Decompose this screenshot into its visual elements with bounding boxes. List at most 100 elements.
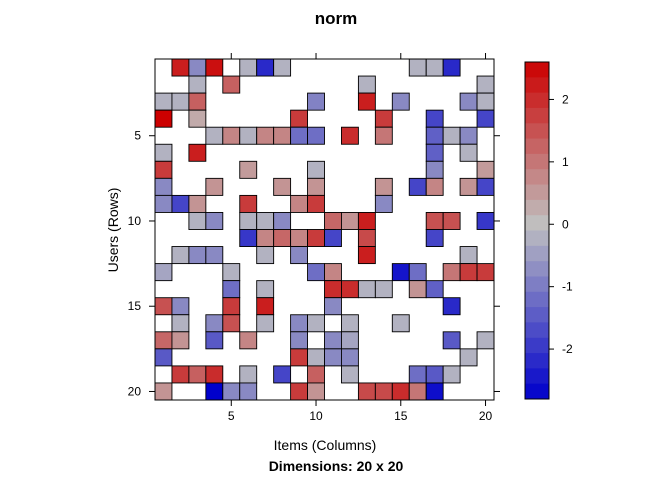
heatmap-cell xyxy=(476,331,495,350)
heatmap-cell xyxy=(256,297,275,316)
heatmap-cell xyxy=(324,263,342,282)
heatmap-cell xyxy=(408,382,427,401)
heatmap-cell xyxy=(425,143,444,162)
heatmap-cell xyxy=(341,211,359,230)
heatmap-cell xyxy=(205,365,224,384)
chart-title: norm xyxy=(315,9,358,28)
heatmap-cell xyxy=(442,331,461,350)
heatmap-cell xyxy=(239,194,258,213)
heatmap-cell xyxy=(290,126,309,145)
heatmap-cell xyxy=(171,365,190,384)
heatmap-cell xyxy=(341,348,359,367)
heatmap-cell xyxy=(273,211,292,230)
heatmap-cell xyxy=(239,365,258,384)
heatmap-cell xyxy=(442,58,461,77)
heatmap-cell xyxy=(425,211,444,230)
heatmap-cell xyxy=(459,246,478,265)
heatmap-cell xyxy=(442,297,461,316)
heatmap-cell xyxy=(222,297,241,316)
heatmap-cell xyxy=(205,382,224,401)
heatmap-cell xyxy=(188,92,207,111)
heatmap-cell xyxy=(290,109,309,128)
heatmap-cell xyxy=(290,314,309,333)
heatmap-cell xyxy=(442,126,461,145)
heatmap-cell xyxy=(205,126,224,145)
heatmap-cell xyxy=(408,365,427,384)
heatmap-cell xyxy=(290,194,309,213)
heatmap-cell xyxy=(425,160,444,179)
heatmap-cell xyxy=(290,348,309,367)
heatmap-cell xyxy=(459,92,478,111)
heatmap-cell xyxy=(205,331,224,350)
colorbar-frame xyxy=(524,61,550,400)
heatmap-cell xyxy=(154,297,173,316)
colorbar-segment xyxy=(525,276,549,293)
colorbar-segment xyxy=(525,230,549,247)
x-tick-label: 5 xyxy=(228,409,235,423)
heatmap-cell xyxy=(341,280,359,299)
heatmap-cell xyxy=(307,365,325,384)
heatmap-cell xyxy=(307,177,325,196)
heatmap-cell xyxy=(171,58,190,77)
heatmap-cell xyxy=(171,92,190,111)
heatmap-cell xyxy=(374,280,393,299)
heatmap-cell xyxy=(154,160,173,179)
heatmap-cell xyxy=(239,229,258,247)
heatmap-cell xyxy=(239,160,258,179)
colorbar-segment xyxy=(525,307,549,323)
heatmap-cell xyxy=(188,211,207,230)
heatmap-cell xyxy=(205,314,224,333)
colorbar-tick-label: 2 xyxy=(562,92,569,106)
heatmap-cell xyxy=(239,126,258,145)
heatmap-cell xyxy=(374,126,393,145)
heatmap-cell xyxy=(239,58,258,77)
heatmap-cell xyxy=(324,348,342,367)
heatmap-cell xyxy=(425,109,444,128)
heatmap-cell xyxy=(188,246,207,265)
heatmap-cell xyxy=(391,92,410,111)
x-tick-label: 10 xyxy=(309,409,323,423)
colorbar-segment xyxy=(525,245,549,262)
heatmap-cell xyxy=(307,314,325,333)
heatmap-cell xyxy=(391,314,410,333)
heatmap-cell xyxy=(273,126,292,145)
colorbar-segment xyxy=(525,199,549,216)
heatmap-cell xyxy=(239,382,258,401)
heatmap-cell xyxy=(171,331,190,350)
heatmap-cell xyxy=(442,263,461,282)
heatmap-cell xyxy=(171,194,190,213)
colorbar-segment xyxy=(525,92,549,109)
heatmap-cell xyxy=(307,126,325,145)
heatmap-cell xyxy=(357,280,376,299)
heatmap-cell xyxy=(459,263,478,282)
colorbar-segment xyxy=(525,215,549,231)
heatmap-cell xyxy=(256,246,275,265)
x-tick-label: 20 xyxy=(479,409,493,423)
heatmap-cell xyxy=(154,177,173,196)
heatmap-cell xyxy=(476,177,495,196)
heatmap-cell xyxy=(442,365,461,384)
heatmap-cell xyxy=(324,229,342,247)
colorbar-segment xyxy=(525,291,549,308)
heatmap-cell xyxy=(205,177,224,196)
colorbar-tick-label: 1 xyxy=(562,155,569,169)
colorbar-segment xyxy=(525,353,549,369)
heatmap-cell xyxy=(459,126,478,145)
x-axis-label: Items (Columns) xyxy=(274,437,377,453)
chart-subtitle: Dimensions: 20 x 20 xyxy=(269,458,404,474)
heatmap-cell xyxy=(324,297,342,316)
heatmap-cell xyxy=(222,263,241,282)
heatmap-cell xyxy=(408,280,427,299)
heatmap-cell xyxy=(374,109,393,128)
colorbar-tick-label: -1 xyxy=(562,280,573,294)
heatmap-cell xyxy=(205,246,224,265)
y-tick-label: 5 xyxy=(134,129,141,143)
y-tick-label: 10 xyxy=(128,214,142,228)
heatmap-cell xyxy=(476,211,495,230)
colorbar-tick-label: -2 xyxy=(562,342,573,356)
heatmap-cell xyxy=(425,365,444,384)
heatmap-cell xyxy=(239,211,258,230)
plot-frame xyxy=(154,58,495,401)
colorbar-segment xyxy=(525,107,549,124)
